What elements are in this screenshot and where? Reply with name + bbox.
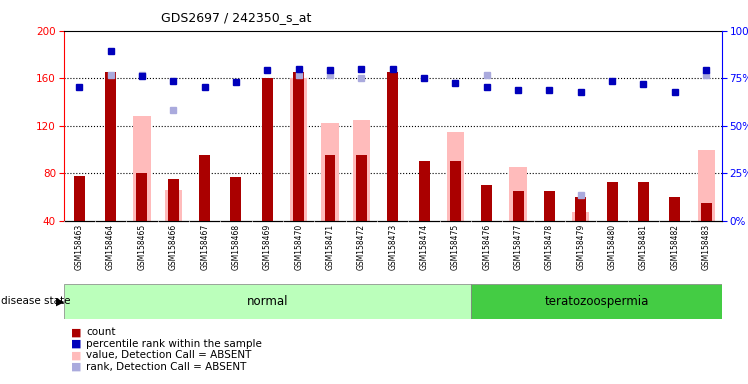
Bar <box>325 156 336 221</box>
Bar <box>199 156 210 221</box>
Text: GSM158475: GSM158475 <box>451 224 460 270</box>
Bar <box>572 212 589 221</box>
Text: count: count <box>86 327 115 337</box>
Text: GSM158480: GSM158480 <box>607 224 616 270</box>
Text: teratozoospermia: teratozoospermia <box>545 295 649 308</box>
Bar <box>512 191 524 221</box>
Text: GSM158476: GSM158476 <box>482 224 491 270</box>
Text: GSM158467: GSM158467 <box>200 224 209 270</box>
Bar <box>322 123 339 221</box>
Text: GSM158465: GSM158465 <box>138 224 147 270</box>
Text: GSM158471: GSM158471 <box>325 224 334 270</box>
Text: GSM158481: GSM158481 <box>639 224 648 270</box>
Bar <box>230 177 242 221</box>
Bar <box>575 197 586 221</box>
Bar <box>698 149 715 221</box>
Bar <box>262 78 273 221</box>
Text: ■: ■ <box>71 362 82 372</box>
Bar <box>356 156 367 221</box>
Text: ■: ■ <box>71 350 82 360</box>
Text: GSM158463: GSM158463 <box>75 224 84 270</box>
Text: GSM158477: GSM158477 <box>514 224 523 270</box>
Bar <box>165 190 182 221</box>
Text: GSM158473: GSM158473 <box>388 224 397 270</box>
Text: GDS2697 / 242350_s_at: GDS2697 / 242350_s_at <box>161 12 311 25</box>
Text: GSM158482: GSM158482 <box>670 224 679 270</box>
Bar <box>447 132 464 221</box>
Bar <box>481 185 492 221</box>
Text: GSM158472: GSM158472 <box>357 224 366 270</box>
Bar <box>290 78 307 221</box>
Text: GSM158466: GSM158466 <box>169 224 178 270</box>
Bar <box>638 182 649 221</box>
Text: normal: normal <box>247 295 288 308</box>
Text: ▶: ▶ <box>56 296 64 306</box>
Bar <box>387 72 398 221</box>
Bar <box>133 116 150 221</box>
Text: disease state: disease state <box>1 296 71 306</box>
Bar <box>353 120 370 221</box>
Text: GSM158464: GSM158464 <box>106 224 115 270</box>
Text: GSM158479: GSM158479 <box>576 224 585 270</box>
Bar <box>450 161 461 221</box>
Bar <box>509 167 527 221</box>
Bar <box>64 284 471 319</box>
Text: GSM158478: GSM158478 <box>545 224 554 270</box>
Text: percentile rank within the sample: percentile rank within the sample <box>86 339 262 349</box>
Text: GSM158470: GSM158470 <box>294 224 303 270</box>
Bar <box>419 161 429 221</box>
Text: GSM158468: GSM158468 <box>231 224 240 270</box>
Bar <box>544 191 555 221</box>
Bar <box>701 203 711 221</box>
Text: ■: ■ <box>71 327 82 337</box>
Bar <box>105 72 116 221</box>
Bar <box>607 182 618 221</box>
Text: ■: ■ <box>71 339 82 349</box>
Bar <box>293 72 304 221</box>
Bar <box>136 173 147 221</box>
Text: GSM158483: GSM158483 <box>702 224 711 270</box>
Bar <box>471 284 722 319</box>
Text: value, Detection Call = ABSENT: value, Detection Call = ABSENT <box>86 350 251 360</box>
Bar <box>168 179 179 221</box>
Text: rank, Detection Call = ABSENT: rank, Detection Call = ABSENT <box>86 362 246 372</box>
Bar <box>74 175 85 221</box>
Bar <box>669 197 680 221</box>
Text: GSM158474: GSM158474 <box>420 224 429 270</box>
Text: GSM158469: GSM158469 <box>263 224 272 270</box>
